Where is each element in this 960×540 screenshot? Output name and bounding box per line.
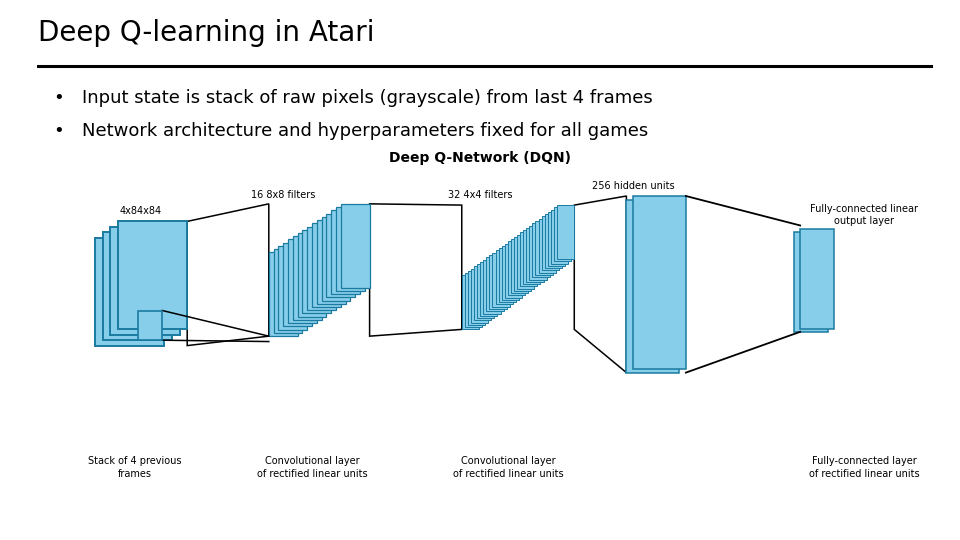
Polygon shape [187,204,269,346]
Text: •: • [53,89,63,107]
Bar [551,210,568,264]
Text: Network architecture and hyperparameters fixed for all games: Network architecture and hyperparameters… [82,122,648,139]
Bar [541,217,559,271]
Bar [480,262,497,316]
Bar [514,237,531,291]
Bar [492,253,510,307]
Text: •: • [53,122,63,139]
Bar [505,244,522,298]
Bar [462,275,479,329]
Text: Fully-connected layer
of rectified linear units: Fully-connected layer of rectified linea… [808,456,920,478]
Bar [520,232,538,286]
Bar [288,240,317,323]
Bar [477,264,494,318]
Bar [517,234,535,288]
Bar [138,310,162,340]
Bar [307,226,336,310]
Bar [465,273,482,327]
Text: Deep Q-learning in Atari: Deep Q-learning in Atari [38,19,375,47]
Text: Stack of 4 previous
frames: Stack of 4 previous frames [87,456,181,478]
Bar [536,221,553,275]
Bar [634,196,686,369]
Bar [557,205,574,259]
Bar [529,226,546,280]
Bar [118,221,187,329]
Text: Deep Q-Network (DQN): Deep Q-Network (DQN) [389,151,571,165]
Text: Convolutional layer
of rectified linear units: Convolutional layer of rectified linear … [453,456,564,478]
Bar [468,271,485,325]
Bar [795,232,828,332]
Bar [302,230,331,313]
Bar [322,217,350,300]
Text: Input state is stack of raw pixels (grayscale) from last 4 frames: Input state is stack of raw pixels (gray… [82,89,653,107]
Bar [800,229,833,328]
Bar [502,246,519,300]
Bar [283,243,312,326]
Bar [544,214,562,268]
Bar [336,207,365,291]
Bar [298,233,326,316]
Text: Convolutional layer
of rectified linear units: Convolutional layer of rectified linear … [256,456,368,478]
Text: 16 8x8 filters: 16 8x8 filters [251,190,316,200]
Bar [278,246,307,329]
Polygon shape [370,204,462,336]
Bar [317,220,346,303]
Bar [312,223,341,307]
Bar [548,212,565,266]
Bar [508,241,525,295]
Bar [511,239,528,293]
Bar [341,204,370,287]
Bar [526,228,543,282]
Bar [269,253,298,336]
Bar [331,210,360,294]
Bar [474,266,492,320]
Bar [471,268,489,322]
Polygon shape [574,196,627,373]
Bar [293,237,322,320]
Bar [274,249,302,333]
Bar [627,200,680,373]
Bar [487,257,504,311]
Bar [498,248,516,302]
Bar [539,219,556,273]
Text: 256 hidden units: 256 hidden units [592,180,675,191]
Bar [523,230,540,284]
Bar [490,255,507,309]
Bar [110,227,180,335]
Bar [326,213,355,297]
Bar [103,232,172,340]
Bar [483,260,500,314]
Text: 32 4x4 filters: 32 4x4 filters [447,190,513,200]
Bar [95,238,164,346]
Bar [554,207,571,261]
Bar [495,251,513,305]
Text: 4x84x84: 4x84x84 [120,206,162,216]
Text: Fully-connected linear
output layer: Fully-connected linear output layer [810,204,918,226]
Bar [533,223,550,277]
